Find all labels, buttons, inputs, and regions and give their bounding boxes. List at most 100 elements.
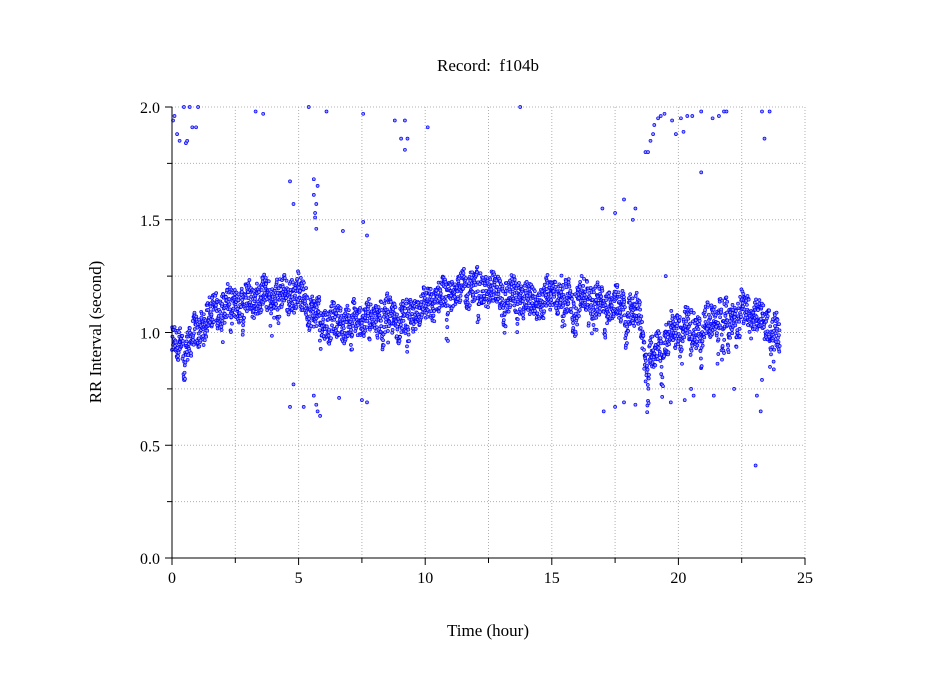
data-point (777, 344, 782, 348)
data-point (175, 132, 179, 136)
data-point (645, 367, 650, 372)
data-point (300, 283, 305, 288)
data-point (489, 287, 494, 292)
data-point (381, 343, 386, 348)
data-point (190, 125, 195, 130)
data-point (568, 306, 573, 311)
data-point (662, 354, 667, 358)
data-point (303, 299, 307, 304)
data-point (681, 129, 686, 134)
data-point (702, 335, 707, 340)
data-point (661, 384, 665, 389)
data-point (231, 306, 236, 311)
data-point (533, 308, 537, 313)
data-point (678, 354, 682, 359)
data-point (314, 402, 319, 407)
data-point (314, 202, 319, 206)
data-point (205, 328, 210, 333)
data-point (176, 354, 180, 358)
data-point (345, 303, 350, 308)
data-point (436, 309, 441, 314)
data-point (274, 302, 278, 306)
data-point (304, 286, 308, 290)
data-point (746, 297, 751, 302)
data-point (268, 304, 273, 308)
data-point (386, 340, 390, 345)
data-point (603, 303, 608, 307)
data-point (178, 326, 182, 331)
data-point (266, 279, 271, 284)
data-point (261, 111, 266, 116)
data-point (607, 312, 611, 316)
data-point (638, 326, 643, 330)
data-point (733, 323, 738, 328)
data-point (521, 313, 525, 318)
data-point (387, 324, 391, 329)
data-point (437, 305, 442, 310)
data-point (183, 377, 187, 381)
data-point (685, 114, 690, 118)
data-point (513, 299, 518, 304)
data-point (694, 346, 699, 351)
data-point (553, 280, 558, 284)
data-point (240, 312, 244, 317)
data-point (253, 109, 258, 114)
data-point (438, 288, 443, 293)
data-point (662, 111, 667, 116)
data-point (469, 275, 474, 280)
data-point (349, 343, 353, 347)
tick-labels: 0 5 10 15 20 25 0.0 0.5 1.0 1.5 2.0 (140, 100, 813, 587)
data-point (477, 282, 482, 287)
data-point (476, 289, 480, 294)
data-point (698, 336, 702, 341)
data-point (625, 324, 630, 329)
data-point (429, 297, 434, 302)
data-point (304, 312, 309, 317)
data-point (659, 364, 664, 369)
data-point (446, 311, 450, 315)
data-point (465, 297, 470, 301)
data-point (495, 285, 500, 289)
data-point (310, 294, 315, 299)
data-point (496, 292, 501, 296)
data-point (525, 293, 529, 298)
data-point (187, 105, 192, 109)
data-point (670, 118, 674, 123)
data-point (660, 395, 665, 399)
data-point (515, 330, 520, 334)
data-point (586, 321, 591, 326)
data-point (728, 335, 732, 340)
data-point (678, 344, 683, 349)
data-point (642, 340, 647, 345)
data-point (476, 313, 481, 318)
data-point (338, 306, 343, 311)
data-point (578, 279, 583, 284)
data-point (717, 114, 721, 118)
data-point (313, 211, 317, 215)
data-point (664, 322, 669, 327)
data-point (745, 294, 750, 298)
data-point (403, 118, 407, 123)
data-point (723, 314, 728, 318)
data-point (720, 298, 725, 303)
data-point (722, 338, 727, 342)
data-point (425, 125, 430, 130)
data-point (768, 324, 773, 329)
data-point (772, 347, 777, 352)
data-point (725, 299, 730, 304)
data-point (458, 298, 463, 303)
data-point (225, 313, 230, 318)
data-point (379, 324, 384, 328)
data-point (691, 331, 696, 336)
data-point (696, 327, 701, 331)
data-point (444, 318, 449, 322)
data-point (716, 337, 721, 342)
data-point (201, 312, 206, 317)
data-point (521, 316, 526, 321)
data-point (562, 323, 567, 327)
data-point (652, 351, 657, 356)
data-point (566, 280, 571, 285)
data-point (475, 320, 480, 325)
data-point (272, 315, 276, 320)
data-point (183, 360, 188, 365)
